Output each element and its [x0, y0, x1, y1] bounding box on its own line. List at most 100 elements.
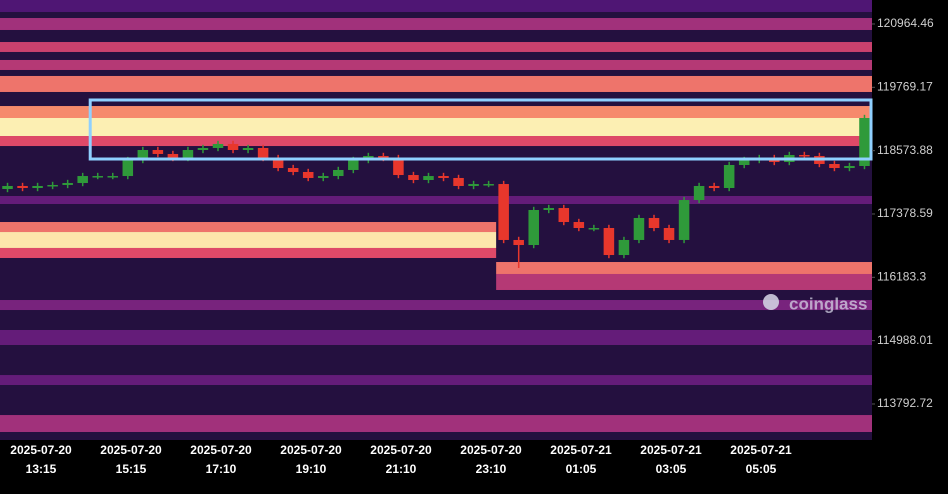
candle-body: [483, 184, 494, 186]
candle-body: [528, 209, 539, 246]
candle-body: [257, 147, 269, 159]
heat-band: [0, 18, 872, 30]
candle-body: [17, 185, 28, 188]
heat-band: [0, 415, 872, 432]
candle-body: [453, 177, 464, 186]
x-tick-time: 03:05: [656, 462, 687, 476]
candle-body: [723, 165, 735, 188]
watermark-icon: [763, 294, 779, 310]
x-tick-date: 2025-07-20: [190, 443, 252, 457]
heat-band: [0, 0, 872, 13]
x-tick-date: 2025-07-20: [370, 443, 432, 457]
x-tick-time: 19:10: [296, 462, 327, 476]
candle-body: [302, 171, 314, 178]
y-tick-label: 114988.01: [877, 333, 933, 347]
candle-body: [272, 158, 284, 169]
candle-body: [573, 222, 585, 229]
y-tick-label: 119769.17: [877, 79, 933, 93]
candle-body: [227, 143, 239, 151]
candle-body: [107, 176, 119, 178]
x-tick-date: 2025-07-21: [550, 443, 612, 457]
candle-body: [47, 184, 58, 187]
candle-body: [182, 150, 194, 159]
heat-band: [0, 106, 872, 119]
candle-body: [558, 208, 570, 223]
heat-band: [0, 222, 497, 233]
heat-band: [0, 232, 497, 248]
candle-body: [152, 150, 164, 154]
candle-body: [77, 176, 88, 184]
candle-body: [2, 185, 13, 190]
y-tick-label: 116183.3: [877, 269, 926, 283]
candle-body: [62, 183, 73, 185]
candle-body: [333, 169, 344, 177]
candle-body: [603, 228, 615, 256]
candle-body: [859, 118, 870, 167]
candle-body: [678, 200, 690, 240]
watermark-text: coinglass: [789, 294, 867, 313]
x-tick-date: 2025-07-20: [10, 443, 72, 457]
x-tick-time: 15:15: [116, 462, 147, 476]
candle-body: [92, 176, 103, 178]
heat-band: [496, 273, 872, 290]
candle-body: [317, 176, 329, 178]
x-tick-date: 2025-07-20: [280, 443, 342, 457]
heat-band: [0, 300, 872, 311]
candle-body: [829, 163, 840, 169]
candle-body: [844, 166, 855, 169]
watermark: coinglass: [763, 294, 867, 313]
heat-band: [496, 262, 872, 274]
candle-body: [513, 239, 524, 246]
candle-body: [167, 153, 179, 159]
candle-body: [693, 185, 705, 201]
candle-body: [242, 147, 254, 151]
heat-band: [0, 195, 872, 204]
candle-body: [393, 158, 404, 176]
candle-body: [543, 208, 555, 210]
heat-band: [0, 375, 872, 385]
heat-band: [0, 75, 872, 92]
candle-body: [708, 185, 720, 188]
candle-body: [32, 185, 43, 188]
heatmap: [0, 0, 872, 432]
x-tick-date: 2025-07-20: [460, 443, 522, 457]
candle-body: [348, 160, 359, 170]
candle-body: [137, 150, 149, 161]
candle-body: [588, 228, 600, 230]
x-tick-time: 21:10: [386, 462, 417, 476]
plot-area: [0, 0, 872, 440]
candle-body: [212, 143, 224, 148]
candle-body: [122, 160, 134, 177]
y-tick-label: 117378.59: [877, 206, 933, 220]
candle-body: [197, 147, 209, 151]
y-tick-label: 118573.88: [877, 143, 933, 157]
y-tick-label: 113792.72: [877, 396, 933, 410]
candle-body: [378, 155, 389, 159]
x-tick-time: 13:15: [26, 462, 57, 476]
candle-body: [287, 168, 299, 172]
x-tick-time: 23:10: [476, 462, 507, 476]
heat-band: [0, 59, 872, 70]
x-tick-time: 01:05: [566, 462, 597, 476]
heat-band: [0, 330, 872, 345]
x-tick-date: 2025-07-21: [640, 443, 702, 457]
candle-body: [498, 184, 509, 240]
candle-body: [438, 176, 449, 178]
candle-body: [799, 154, 810, 157]
heat-band: [0, 118, 872, 137]
candle-body: [738, 160, 750, 165]
x-tick-time: 17:10: [206, 462, 237, 476]
candle-body: [408, 175, 419, 180]
candle-body: [633, 217, 645, 240]
candle-body: [423, 176, 434, 180]
heat-band: [0, 42, 872, 52]
candle-body: [663, 228, 675, 240]
x-tick-date: 2025-07-20: [100, 443, 162, 457]
candle-body: [618, 239, 630, 256]
highlight-box: [88, 98, 873, 161]
x-tick-date: 2025-07-21: [730, 443, 792, 457]
x-tick-time: 05:05: [746, 462, 777, 476]
candle-body: [648, 217, 660, 229]
heat-band: [0, 247, 497, 258]
